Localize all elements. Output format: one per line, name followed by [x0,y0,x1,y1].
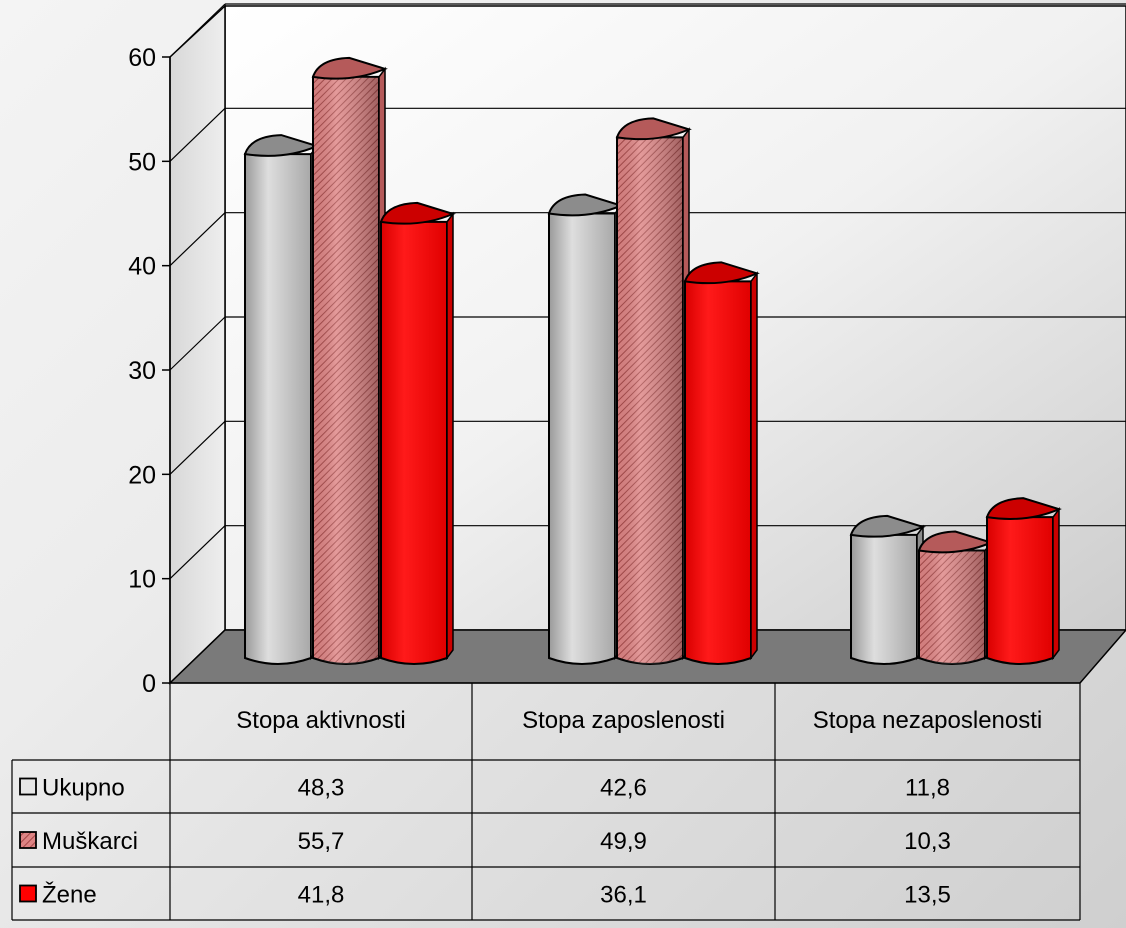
gridline-side [169,212,226,267]
table-value: 42,6 [600,775,647,802]
bars [243,56,1062,665]
bar-ukupno-3 [849,514,926,665]
gridline-side [169,420,226,475]
category-label: Stopa nezaposlenosti [813,707,1043,734]
table-value: 55,7 [298,828,345,855]
bar-muškarci-3 [917,530,994,665]
gridline-side [169,316,226,371]
table-value: 49,9 [600,828,647,855]
table-value: 41,8 [298,882,345,909]
legend-label: Ukupno [42,775,125,802]
y-tick-label: 0 [142,670,156,698]
category-label: Stopa zaposlenosti [522,707,725,734]
y-tick-label: 30 [128,357,156,385]
bar-žene-1 [379,201,456,665]
legend-swatch [19,831,37,849]
y-tick-label: 10 [128,566,156,594]
bar-muškarci-1 [311,56,388,665]
bar-muškarci-2 [615,117,692,665]
bar-žene-2 [683,261,760,665]
y-tick-label: 50 [128,148,156,176]
gridline-side [169,107,226,162]
y-tick-label: 20 [128,461,156,489]
table-value: 48,3 [298,775,345,802]
bar-ukupno-1 [243,134,320,665]
legend-swatch [19,884,37,903]
y-axis: 0 10 20 30 40 50 60 [128,44,171,698]
y-tick-label: 40 [128,253,156,281]
table-value: 10,3 [904,828,951,855]
bar-ukupno-2 [547,193,624,665]
gridline-side [169,525,226,580]
table-value: 13,5 [904,882,951,909]
bar-žene-3 [985,497,1062,665]
gridline-side [169,3,226,58]
category-label: Stopa aktivnosti [236,707,405,734]
legend-label: Muškarci [42,828,138,855]
table-value: 36,1 [600,882,647,909]
side-wall [169,4,226,685]
table-value: 11,8 [905,775,950,802]
data-table: Stopa aktivnosti Stopa zaposlenosti Stopa … [11,682,1081,921]
y-tick-label: 60 [128,44,156,72]
legend-label: Žene [42,882,97,909]
legend-swatch [19,777,37,796]
